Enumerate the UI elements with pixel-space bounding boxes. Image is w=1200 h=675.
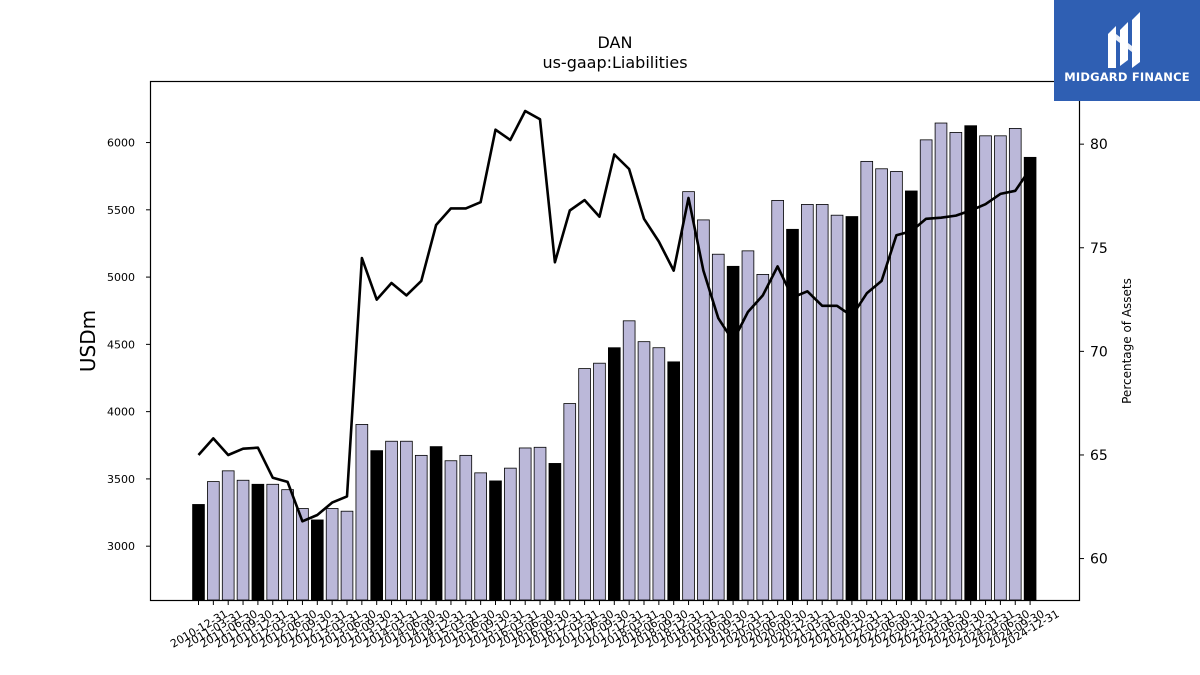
chart-subtitle: us-gaap:Liabilities [542, 53, 687, 72]
bar-2022-06-30 [875, 168, 888, 601]
bar-2023-09-30 [949, 132, 963, 601]
bar-2020-06-30 [756, 273, 770, 601]
bar-2017-12-31 [608, 347, 621, 601]
bar-2015-03-31 [444, 460, 458, 601]
bar-2012-06-30 [281, 489, 294, 601]
y2-axis-label: Percentage of Assets [1120, 278, 1134, 404]
bar-2013-09-30 [355, 424, 369, 601]
bar-2011-06-30 [221, 470, 235, 601]
logo-text: MIDGARD FINANCE [1064, 70, 1190, 84]
bar-2015-09-30 [474, 472, 487, 601]
bar-2014-06-30 [400, 440, 413, 601]
y2-tick-label: 75 [1090, 241, 1108, 257]
bar-2014-12-31 [429, 446, 443, 601]
bar-2013-12-31 [370, 450, 383, 601]
bar-2018-09-30 [652, 347, 666, 601]
bar-2020-09-30 [771, 199, 784, 601]
bar-2014-03-31 [385, 440, 398, 601]
bar-2023-12-31 [964, 125, 977, 601]
bar-2023-03-31 [919, 139, 933, 601]
line-series [197, 109, 1032, 523]
bar-2016-12-31 [548, 463, 562, 601]
bar-2021-06-30 [815, 204, 829, 601]
bar-2021-09-30 [830, 214, 844, 601]
bar-2024-06-30 [994, 135, 1007, 601]
bar-2014-09-30 [414, 454, 428, 601]
bar-series [192, 122, 1037, 601]
bar-2017-03-31 [563, 403, 577, 601]
y-tick-label: 5500 [107, 204, 135, 217]
y-axis-ticks: 3000 3500 4000 4500 5000 5500 6000 [107, 137, 151, 553]
bar-2015-12-31 [489, 480, 502, 601]
bar-2018-12-31 [667, 361, 680, 601]
y-tick-label: 6000 [107, 137, 135, 150]
y2-tick-label: 80 [1090, 137, 1108, 153]
bar-2012-12-31 [310, 519, 324, 601]
bar-2010-12-31 [192, 504, 205, 601]
y2-axis-ticks: 60 65 70 75 80 [1079, 137, 1108, 568]
y-tick-label: 4000 [107, 406, 135, 419]
bar-2021-12-31 [845, 216, 859, 601]
bar-2016-09-30 [533, 446, 547, 601]
y-tick-label: 4500 [107, 338, 135, 351]
bar-2018-06-30 [637, 341, 651, 601]
bar-2021-03-31 [801, 204, 814, 601]
y-tick-label: 3000 [107, 540, 135, 553]
y2-tick-label: 60 [1090, 552, 1108, 568]
bar-2016-06-30 [518, 447, 532, 601]
bar-2015-06-30 [459, 454, 473, 601]
chart-title: DAN [598, 33, 633, 52]
bar-2017-09-30 [593, 362, 606, 601]
bar-2023-06-30 [934, 122, 948, 601]
bar-2013-06-30 [340, 510, 354, 601]
bar-2019-12-31 [726, 265, 740, 601]
bar-2011-12-31 [251, 483, 265, 601]
y2-tick-label: 70 [1090, 344, 1108, 360]
y-axis-label: USDm [76, 310, 100, 372]
plot-frame [149, 80, 1081, 602]
bar-2020-12-31 [786, 228, 799, 601]
y-tick-label: 5000 [107, 271, 135, 284]
bar-2016-03-31 [504, 467, 517, 601]
midgard-finance-logo: MIDGARD FINANCE [1054, 0, 1200, 101]
y-tick-label: 3500 [107, 473, 135, 486]
line-percentage-of-assets [197, 109, 1032, 523]
bar-2024-09-30 [1008, 128, 1022, 601]
bar-2011-03-31 [207, 481, 220, 601]
bar-2024-12-31 [1023, 156, 1037, 601]
bar-2022-03-31 [860, 160, 874, 601]
midgard-logo-icon [1108, 12, 1140, 68]
bar-2019-06-30 [697, 219, 710, 601]
bar-2013-03-31 [325, 508, 339, 601]
bar-2022-12-31 [905, 190, 918, 601]
bar-2019-03-31 [682, 191, 695, 601]
bar-2018-03-31 [622, 320, 636, 601]
bar-2017-06-30 [578, 368, 591, 601]
bar-2011-09-30 [236, 479, 250, 601]
y2-tick-label: 65 [1090, 448, 1108, 464]
bar-2020-03-31 [741, 250, 755, 601]
x-axis-ticks: 2010-12-312011-03-312011-06-302011-09-30… [168, 600, 1062, 651]
bar-2012-03-31 [266, 483, 280, 601]
